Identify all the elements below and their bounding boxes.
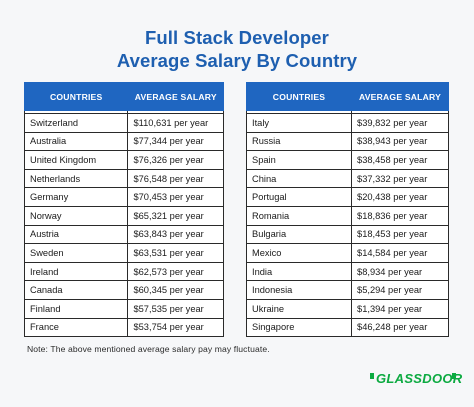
salary-cell: $62,573 per year — [127, 261, 224, 282]
table-row: Ireland $62,573 per year — [23, 261, 224, 282]
salary-cell: $77,344 per year — [127, 131, 224, 152]
table-row: France $53,754 per year — [23, 317, 224, 338]
salary-cell: $76,326 per year — [127, 150, 224, 170]
table-row: Bulgaria $18,453 per year — [245, 224, 449, 245]
footnote: Note: The above mentioned average salary… — [27, 344, 270, 354]
salary-cell: $60,345 per year — [127, 280, 224, 300]
country-cell: Ukraine — [245, 298, 353, 319]
salary-cell: $63,843 per year — [127, 224, 224, 245]
salary-cell: $63,531 per year — [127, 243, 224, 263]
salary-cell: $18,453 per year — [351, 224, 449, 245]
table-row: Russia $38,943 per year — [245, 131, 449, 152]
country-cell: Spain — [245, 150, 353, 170]
salary-table-right: COUNTRIES AVERAGE SALARY Italy $39,832 pe… — [245, 82, 449, 338]
table-row: Finland $57,535 per year — [23, 298, 224, 319]
salary-cell: $57,535 per year — [127, 298, 224, 319]
salary-cell: $8,934 per year — [351, 261, 449, 282]
table-row: United Kingdom $76,326 per year — [23, 150, 224, 170]
country-cell: Norway — [23, 205, 129, 226]
salary-cell: $5,294 per year — [351, 280, 449, 300]
table-row: Norway $65,321 per year — [23, 205, 224, 226]
table-row: Spain $38,458 per year — [245, 150, 449, 170]
country-cell: Austria — [23, 224, 129, 245]
salary-cell: $39,832 per year — [351, 113, 449, 133]
country-cell: Australia — [23, 131, 129, 152]
salary-cell: $14,584 per year — [351, 243, 449, 263]
country-cell: Ireland — [23, 261, 129, 282]
country-cell: India — [245, 261, 353, 282]
salary-cell: $110,631 per year — [127, 113, 224, 133]
table-row: Italy $39,832 per year — [245, 113, 449, 133]
country-cell: Italy — [245, 113, 353, 133]
country-cell: Mexico — [245, 243, 353, 263]
table-row: Ukraine $1,394 per year — [245, 298, 449, 319]
header-countries: COUNTRIES — [23, 82, 129, 111]
country-cell: Switzerland — [23, 113, 129, 133]
country-cell: Canada — [23, 280, 129, 300]
country-cell: Romania — [245, 205, 353, 226]
salary-cell: $46,248 per year — [351, 317, 449, 338]
table-row: Netherlands $76,548 per year — [23, 168, 224, 189]
salary-cell: $76,548 per year — [127, 168, 224, 189]
logo-mark-left — [370, 373, 374, 379]
table-spacer-row — [23, 110, 224, 114]
salary-cell: $53,754 per year — [127, 317, 224, 338]
country-cell: Netherlands — [23, 168, 129, 189]
salary-cell: $65,321 per year — [127, 205, 224, 226]
country-cell: Indonesia — [245, 280, 353, 300]
chart-title-line-2: Average Salary By Country — [116, 50, 358, 71]
country-cell: China — [245, 168, 353, 189]
country-cell: Finland — [23, 298, 129, 319]
header-average-salary: AVERAGE SALARY — [127, 82, 224, 111]
salary-cell: $38,943 per year — [351, 131, 449, 152]
table-row: Canada $60,345 per year — [23, 280, 224, 300]
table-row: Australia $77,344 per year — [23, 131, 224, 152]
table-row: India $8,934 per year — [245, 261, 449, 282]
salary-cell: $20,438 per year — [351, 187, 449, 207]
table-header-row: COUNTRIES AVERAGE SALARY — [23, 82, 224, 111]
header-countries: COUNTRIES — [245, 82, 353, 111]
salary-cell: $38,458 per year — [351, 150, 449, 170]
table-spacer-row — [245, 110, 449, 114]
table-header-row: COUNTRIES AVERAGE SALARY — [245, 82, 449, 111]
salary-cell: $1,394 per year — [351, 298, 449, 319]
table-row: Mexico $14,584 per year — [245, 243, 449, 263]
salary-cell: $18,836 per year — [351, 205, 449, 226]
table-row: Singapore $46,248 per year — [245, 317, 449, 338]
chart-title-line-1: Full Stack Developer — [145, 27, 329, 48]
country-cell: Singapore — [245, 317, 353, 338]
table-row: Portugal $20,438 per year — [245, 187, 449, 207]
table-row: Indonesia $5,294 per year — [245, 280, 449, 300]
logo-mark-right — [452, 373, 456, 379]
country-cell: France — [23, 317, 129, 338]
salary-cell: $37,332 per year — [351, 168, 449, 189]
country-cell: Sweden — [23, 243, 129, 263]
table-row: Romania $18,836 per year — [245, 205, 449, 226]
country-cell: United Kingdom — [23, 150, 129, 170]
country-cell: Russia — [245, 131, 353, 152]
country-cell: Germany — [23, 187, 129, 207]
table-row: Sweden $63,531 per year — [23, 243, 224, 263]
country-cell: Bulgaria — [245, 224, 353, 245]
table-row: Austria $63,843 per year — [23, 224, 224, 245]
table-row: China $37,332 per year — [245, 168, 449, 189]
table-row: Germany $70,453 per year — [23, 187, 224, 207]
header-average-salary: AVERAGE SALARY — [351, 82, 449, 111]
salary-table-left: COUNTRIES AVERAGE SALARY Switzerland $110… — [23, 82, 224, 338]
table-row: Switzerland $110,631 per year — [23, 113, 224, 133]
glassdoor-logo: GLASSDOOR — [376, 371, 463, 386]
salary-cell: $70,453 per year — [127, 187, 224, 207]
country-cell: Portugal — [245, 187, 353, 207]
